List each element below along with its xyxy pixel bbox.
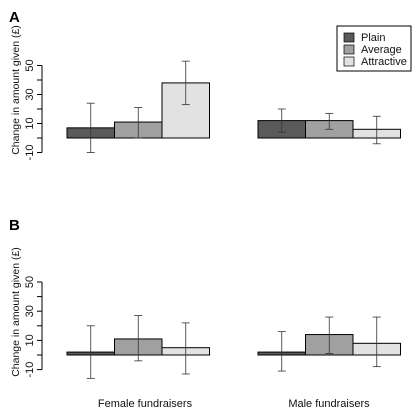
panel-b-y-tick-label: -10 (24, 362, 36, 378)
panel-b-error-bar-average-male (325, 316, 334, 354)
panel-b-error-bar-attractive-male (372, 316, 381, 368)
panel-a-y-tick-label: -10 (24, 145, 36, 161)
panel-a-error-bar-attractive-male (372, 115, 381, 145)
panel-a-error-bar-plain-male (277, 108, 286, 133)
x-category-label-female: Female fundraisers (98, 398, 193, 410)
legend-label-average: Average (361, 44, 402, 56)
panel-a-y-tick-label: 50 (24, 59, 36, 71)
panel-b-label: B (9, 217, 20, 234)
legend-label-plain: Plain (361, 32, 385, 44)
legend-swatch-attractive (343, 56, 355, 67)
panel-b-bars (66, 334, 401, 356)
panel-b-error-bar-plain-male (277, 331, 286, 372)
panel-b: B Change in amount given (£) -10 10 30 50 F… (9, 217, 401, 410)
panel-a-error-bars (86, 60, 381, 153)
legend-swatch-average (343, 44, 355, 55)
panel-b-y-tick-label: 50 (24, 276, 36, 288)
panel-a-error-bar-average-female (134, 107, 143, 139)
panel-b-error-bar-average-female (134, 315, 143, 362)
x-category-label-male: Male fundraisers (288, 398, 370, 410)
panel-a-error-bar-plain-female (86, 102, 95, 153)
legend-swatch-plain (343, 32, 355, 43)
panel-b-y-tick-label: 10 (24, 334, 36, 346)
panel-b-y-axis-label: Change in amount given (£) (10, 247, 22, 377)
panel-b-y-axis: -10 10 30 50 (24, 276, 43, 378)
panel-a: A Change in amount given (£) -10 10 30 50 P… (9, 9, 412, 161)
panel-a-bar-attractive-female (161, 82, 210, 139)
panel-a-label: A (9, 9, 20, 26)
panel-b-error-bar-plain-female (86, 325, 95, 379)
panel-b-error-bar-attractive-female (181, 322, 190, 375)
panel-a-legend: Plain Average Attractive (336, 25, 412, 72)
panel-a-y-tick-label: 30 (24, 88, 36, 100)
panel-a-y-axis-label: Change in amount given (£) (10, 25, 22, 155)
panel-a-error-bar-attractive-female (181, 60, 190, 106)
panel-b-error-bars (86, 315, 381, 379)
panel-a-y-tick-label: 10 (24, 117, 36, 129)
legend-label-attractive: Attractive (361, 56, 407, 68)
panel-a-error-bar-average-male (325, 112, 334, 130)
panel-a-y-axis: -10 10 30 50 (24, 59, 43, 161)
panel-a-bars (66, 82, 401, 139)
panel-b-y-tick-label: 30 (24, 305, 36, 317)
